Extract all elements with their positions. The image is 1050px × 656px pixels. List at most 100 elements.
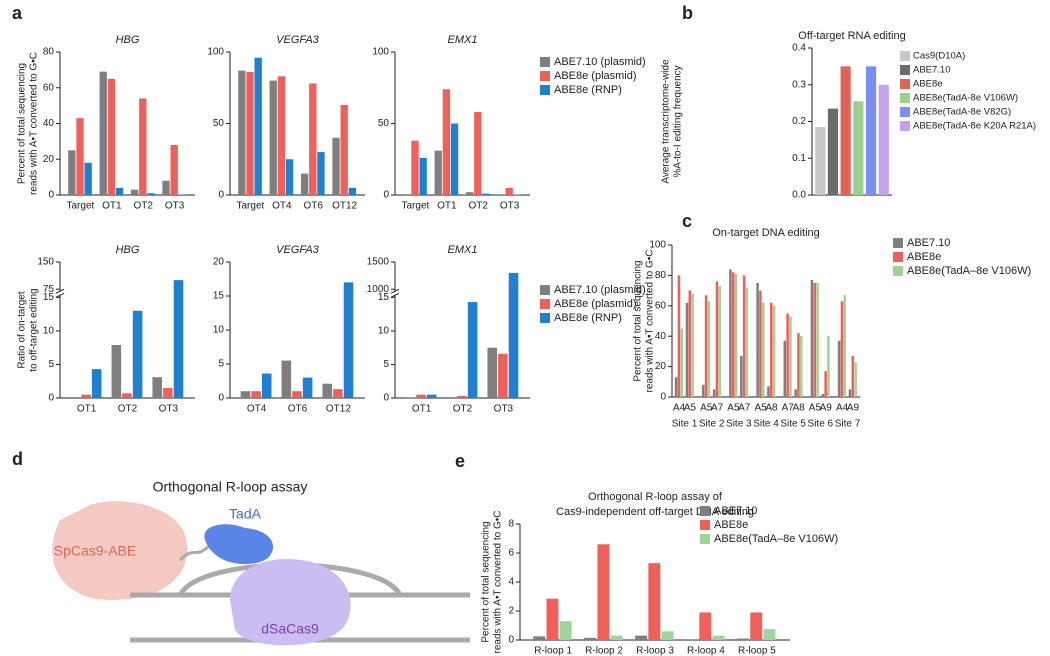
bar [300,173,309,195]
bar [302,377,313,398]
axis-break [390,288,400,294]
x-tick-label: OT4 [247,404,267,415]
bar [508,272,519,398]
bar [162,180,170,195]
x-tick-label: A4 [836,403,849,414]
x-tick-label: R-loop 3 [636,646,674,656]
x-tick-label: OT4 [272,201,292,212]
y-tick-label: 0 [48,393,54,404]
y-tick-label: 6 [508,548,514,559]
y-axis-label: to off-target editing [29,288,40,371]
bar [865,66,877,195]
chart-title: EMX1 [448,34,478,46]
bar [254,57,262,195]
bar [170,144,178,195]
y-tick-label: 10 [213,325,225,336]
y-tick-label: 20 [655,361,667,372]
bar [759,290,762,397]
bar [680,328,684,397]
bar [763,629,776,640]
x-tick-label: A5 [684,403,697,414]
y-tick-label: 15 [43,292,55,303]
bar [686,639,698,640]
y-axis-label: reads with A•T converted to G•C [645,250,656,393]
chart-title: Orthogonal R-loop assay of [588,491,723,503]
legend-swatch [900,65,910,75]
bar [767,386,770,397]
bar [474,112,482,195]
bar [450,123,459,195]
bar [84,162,92,195]
group-label: Site 1 [672,419,698,430]
y-tick-label: 2 [508,606,514,617]
bar [343,282,354,398]
panel-label: a [12,3,23,23]
x-tick-label: OT12 [332,201,357,212]
bar [130,189,139,195]
bar [498,353,508,398]
bar [240,391,251,398]
legend-label: ABE8e [913,79,943,90]
x-tick-label: A4 [673,403,686,414]
bar [277,76,286,195]
bar [152,377,163,398]
bar [824,371,827,397]
chart-title: HBG [116,244,140,256]
y-tick-label: 75 [43,284,55,295]
bar [648,563,661,640]
bar [821,393,825,397]
bar [81,394,91,398]
bar [750,612,763,640]
bar [729,269,732,397]
bar [111,344,122,398]
group-label: Site 4 [753,419,779,430]
bar [815,127,826,195]
y-tick-label: 0.4 [792,43,806,54]
panel-label: c [682,211,692,231]
bar [674,377,678,397]
panel-label: d [12,449,23,469]
bar [584,637,597,640]
bar [772,305,776,397]
bar [685,302,689,397]
x-tick-label: A9 [847,403,860,414]
legend-label: ABE8e(TadA–8e V106W) [907,265,1031,277]
bar [416,394,426,398]
y-tick-label: 0 [383,190,389,201]
y-tick-label: 50 [378,118,390,129]
y-tick-label: 60 [43,82,55,93]
x-tick-label: R-loop 5 [738,646,776,656]
x-tick-label: R-loop 2 [585,646,623,656]
y-tick-label: 4 [508,577,514,588]
y-tick-label: 15 [213,291,225,302]
bar [68,150,76,195]
bar [840,66,851,195]
legend-label: ABE7.10 [714,505,757,517]
bar [76,118,84,195]
bar [742,275,746,397]
y-axis-label: reads with A•T converted to G•C [493,511,504,654]
y-tick-label: 0.3 [792,79,806,90]
axis-break [55,292,65,298]
dsacas9-shape [230,559,351,646]
y-tick-label: 1500 [367,257,390,268]
y-tick-label: 20 [43,154,55,165]
y-tick-label: 50 [213,118,225,129]
y-tick-label: 5 [218,359,224,370]
legend-swatch [540,285,550,295]
x-tick-label: OT2 [453,404,473,415]
bar [457,395,467,398]
bar [731,272,735,397]
group-label: Site 6 [808,419,834,430]
bar [712,389,716,397]
legend-swatch [893,252,903,262]
bar [786,313,789,397]
x-tick-label: Target [237,201,265,212]
bar [505,187,513,195]
node-label: dSaCas9 [261,621,319,637]
bar [163,387,173,398]
bar [691,293,694,397]
x-tick-label: OT6 [303,201,323,212]
y-tick-label: 100 [372,47,389,58]
group-label: Site 5 [780,419,806,430]
